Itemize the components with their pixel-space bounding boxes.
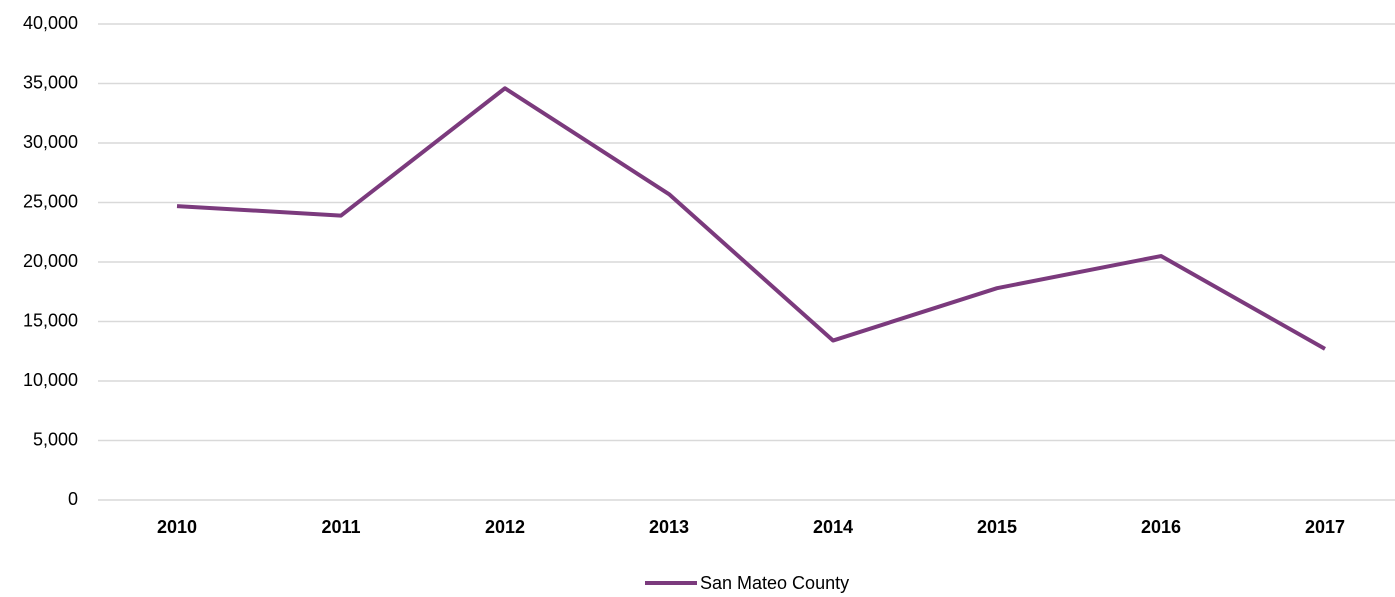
x-tick-label: 2010 xyxy=(157,517,197,537)
y-tick-label: 5,000 xyxy=(33,429,78,449)
y-tick-label: 35,000 xyxy=(23,72,78,92)
legend-label: San Mateo County xyxy=(700,573,849,593)
y-tick-label: 20,000 xyxy=(23,251,78,271)
y-tick-label: 10,000 xyxy=(23,370,78,390)
x-tick-label: 2017 xyxy=(1305,517,1345,537)
y-tick-label: 30,000 xyxy=(23,132,78,152)
line-series xyxy=(176,86,1326,351)
x-tick-label: 2013 xyxy=(649,517,689,537)
x-tick-label: 2016 xyxy=(1141,517,1181,537)
x-tick-label: 2012 xyxy=(485,517,525,537)
y-tick-label: 0 xyxy=(68,489,78,509)
y-tick-label: 40,000 xyxy=(23,13,78,33)
y-tick-label: 25,000 xyxy=(23,191,78,211)
y-tick-label: 15,000 xyxy=(23,310,78,330)
x-tick-label: 2015 xyxy=(977,517,1017,537)
x-tick-label: 2011 xyxy=(321,517,360,537)
x-tick-label: 2014 xyxy=(813,517,853,537)
